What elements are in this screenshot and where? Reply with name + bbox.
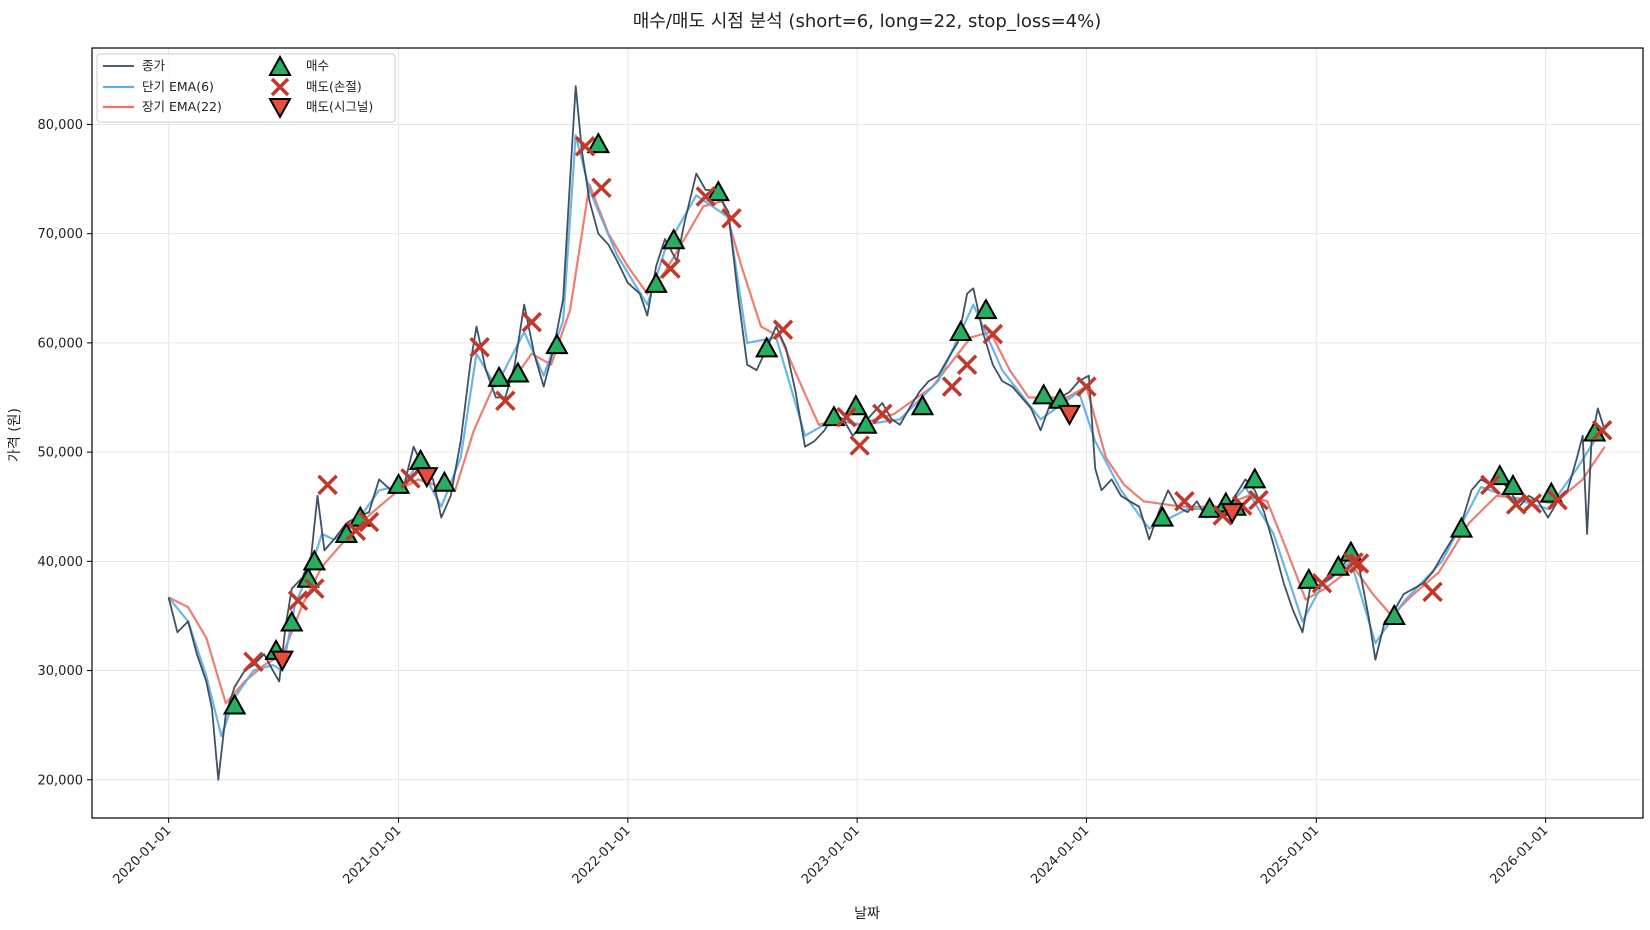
legend-label-ema-short: 단기 EMA(6) <box>142 79 214 94</box>
legend-swatch-sell-signal <box>268 98 292 120</box>
buy-marker <box>854 412 878 434</box>
marker-layer <box>222 132 1613 715</box>
buy-marker <box>844 394 868 416</box>
sell-signal-marker <box>1220 503 1244 525</box>
legend-label-sell-stop: 매도(손절) <box>306 79 362 94</box>
sell-signal-marker <box>415 467 439 489</box>
buy-marker <box>644 271 668 293</box>
buy-marker <box>1297 567 1321 589</box>
y-tick-label: 20,000 <box>38 773 84 788</box>
sell-stop-marker <box>1248 489 1269 511</box>
sell-stop-marker <box>345 520 367 541</box>
sell-stop-marker <box>1521 493 1543 514</box>
sell-stop-marker <box>1547 489 1568 511</box>
buy-marker <box>1243 467 1267 489</box>
y-axis-title: 가격 (원) <box>7 408 23 462</box>
buy-marker <box>1449 516 1474 538</box>
sell-stop-marker <box>521 311 542 333</box>
legend-label-sell-signal: 매도(시그널) <box>306 99 373 114</box>
sell-stop-marker <box>872 403 893 425</box>
chart-title: 매수/매도 시점 분석 (short=6, long=22, stop_loss… <box>633 11 1102 32</box>
y-tick-label: 80,000 <box>38 118 84 133</box>
buy-marker <box>432 470 457 492</box>
sell-stop-marker <box>1348 553 1370 574</box>
sell-stop-marker <box>1505 494 1527 515</box>
y-tick-label: 30,000 <box>38 664 84 679</box>
sell-stop-marker <box>243 651 264 673</box>
grid-layer <box>92 48 1643 818</box>
y-tick-label: 50,000 <box>38 446 84 461</box>
sell-stop-marker <box>1174 491 1195 512</box>
buy-marker <box>222 693 247 715</box>
sell-stop-marker <box>1343 552 1364 573</box>
buy-marker <box>1150 505 1175 527</box>
buy-marker <box>910 394 935 416</box>
legend-label-close: 종가 <box>142 58 166 73</box>
sell-stop-marker <box>772 319 794 341</box>
sell-stop-marker <box>1311 572 1333 594</box>
sell-stop-marker <box>695 186 716 207</box>
buy-marker <box>1382 603 1406 625</box>
buy-marker <box>1032 383 1056 405</box>
legend-label-ema-long: 장기 EMA(22) <box>142 99 222 114</box>
buy-marker <box>1501 473 1525 495</box>
sell-stop-marker <box>849 435 870 456</box>
buy-marker <box>754 336 779 358</box>
legend-swatch-sell-stop <box>270 77 290 97</box>
buy-marker <box>586 132 611 154</box>
buy-marker <box>296 566 320 588</box>
sell-stop-marker <box>660 258 681 279</box>
sell-stop-marker <box>358 511 380 533</box>
sell-stop-marker <box>304 578 325 599</box>
legend-label-buy: 매수 <box>306 58 329 73</box>
sell-stop-marker <box>400 468 421 489</box>
sell-stop-marker <box>574 136 596 157</box>
sell-stop-marker <box>287 590 309 611</box>
sell-stop-marker <box>982 323 1004 345</box>
buy-marker <box>822 405 846 427</box>
buy-marker <box>506 361 530 383</box>
legend-swatch-buy <box>268 54 292 76</box>
sell-stop-marker <box>1591 420 1613 441</box>
y-tick-label: 40,000 <box>38 555 84 570</box>
legend: 종가 단기 EMA(6) 장기 EMA(22) 매수 매도(손절) 매도(시그널… <box>96 53 396 123</box>
buy-marker <box>487 365 511 387</box>
sell-stop-marker <box>941 376 963 397</box>
x-axis-title: 날짜 <box>854 906 880 922</box>
sell-stop-marker <box>469 337 490 358</box>
buy-marker <box>302 549 327 571</box>
sell-stop-marker <box>1076 376 1097 397</box>
sell-signal-marker <box>1057 404 1082 426</box>
legend-box <box>96 53 396 123</box>
sell-stop-marker <box>591 177 612 199</box>
sell-stop-marker <box>836 406 857 428</box>
series-line-ema-long <box>168 183 1606 705</box>
buy-marker <box>662 228 686 250</box>
sell-stop-marker <box>956 354 978 375</box>
buy-marker <box>545 333 569 355</box>
y-tick-label: 70,000 <box>38 227 84 242</box>
sell-stop-marker <box>495 390 516 412</box>
sell-signal-marker <box>270 650 295 672</box>
sell-stop-marker <box>1422 581 1443 603</box>
plot-frame <box>91 47 1644 819</box>
sell-stop-marker <box>721 208 742 229</box>
sell-stop-marker <box>1480 474 1501 496</box>
y-tick-label: 60,000 <box>38 336 84 351</box>
buy-marker <box>974 298 998 320</box>
sell-stop-marker <box>317 474 338 496</box>
buy-marker <box>949 319 973 341</box>
buy-marker <box>280 610 304 632</box>
